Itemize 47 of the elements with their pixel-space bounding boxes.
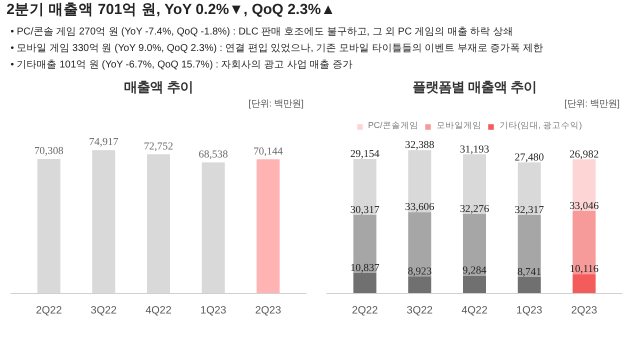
x-tick-label: 2Q22	[352, 304, 378, 316]
chart-title: 플랫폼별 매출액 추이	[412, 80, 537, 94]
chart-subtitle: [단위: 백만원]	[564, 98, 620, 108]
data-label: 68,538	[198, 149, 228, 160]
bar	[408, 212, 432, 276]
text: • 모바일 게임 330억 원 (YoY 9.0%, QoQ 2.3%) : 연결 편입 있었으나, 기존 모바일 타이틀들의 이벤트 부재로 증가폭 제한	[10, 43, 543, 54]
x-tick-label: 2Q23	[571, 304, 598, 316]
data-label: 30,317	[350, 204, 380, 216]
data-label: 29,154	[350, 148, 380, 160]
text: • 기타매출 101억 원 (YoY -6.7%, QoQ 15.7%) : 자회사의 광고 사업 매출 증가	[10, 60, 352, 71]
data-label: 32,388	[405, 140, 434, 152]
data-label: 72,752	[144, 141, 174, 152]
data-label: 31,193	[460, 144, 490, 156]
data-label: 33,046	[569, 200, 600, 212]
x-tick-label: 4Q22	[145, 304, 172, 316]
bar	[518, 214, 541, 277]
legend-label: 기타(임대, 광고수익)	[499, 120, 582, 132]
chart-title: 매출액 추이	[124, 80, 193, 94]
legend-label: PC/콘솔게임	[368, 120, 418, 132]
data-label: 10,116	[570, 264, 600, 276]
data-label: 33,606	[405, 202, 436, 214]
data-label: 32,317	[514, 204, 545, 216]
legend-label: 모바일게임	[436, 120, 482, 132]
text: • PC/콘솔 게임 270억 원 (YoY -7.4%, QoQ -1.8%) : DLC 판매 호조에도 불구하고, 그 외 PC 게임의 매출 하락 상쇄	[10, 26, 513, 38]
data-label: 74,917	[89, 137, 120, 148]
x-tick-label: 3Q22	[406, 304, 433, 316]
data-label: 27,480	[514, 152, 544, 164]
x-tick-label: 2Q23	[255, 304, 282, 316]
bar	[408, 276, 432, 294]
x-tick-label: 3Q22	[90, 304, 117, 316]
bar	[518, 276, 541, 294]
x-tick-label: 4Q22	[461, 304, 488, 316]
data-label: 70,308	[34, 146, 64, 157]
x-tick-label: 1Q23	[200, 304, 226, 316]
data-label: 8,923	[408, 266, 432, 278]
data-label: 26,982	[569, 149, 599, 160]
data-label: 32,276	[460, 204, 490, 215]
x-tick-label: 2Q22	[36, 304, 62, 316]
text: 2분기 매출액 701억 원, YoY 0.2%▼, QoQ 2.3%▲	[6, 2, 336, 18]
x-tick-label: 1Q23	[516, 304, 542, 316]
bar	[353, 272, 376, 294]
bar	[256, 159, 280, 294]
chart-subtitle: [단위: 백만원]	[248, 98, 304, 108]
bar	[462, 276, 486, 294]
bar	[572, 274, 596, 294]
data-label: 70,144	[253, 146, 284, 158]
data-label: 8,741	[517, 266, 542, 278]
